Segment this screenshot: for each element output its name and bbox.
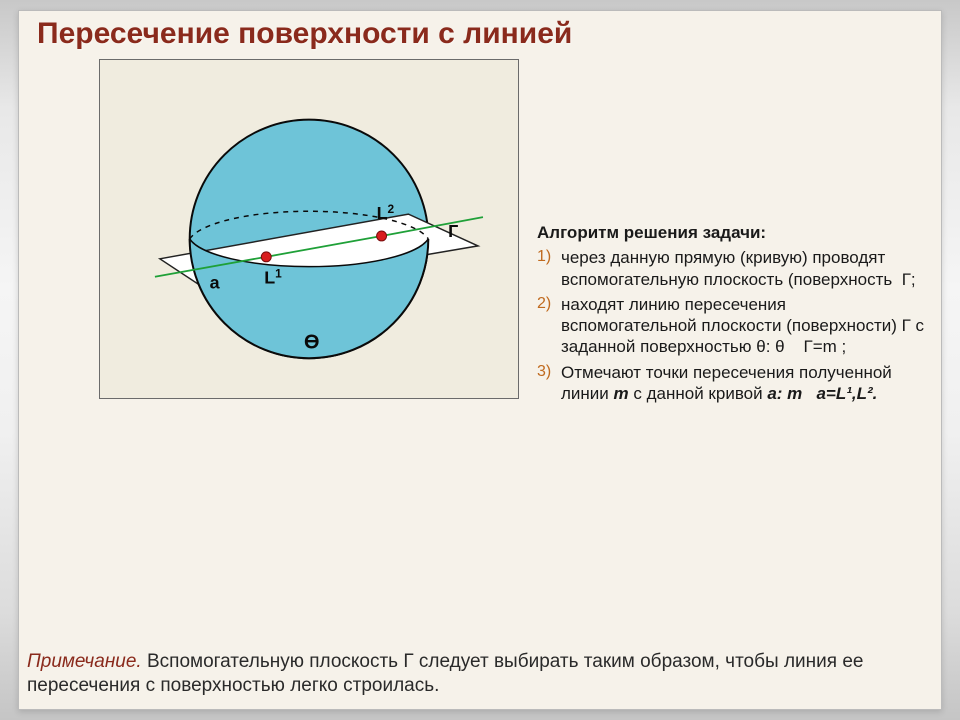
algo-num-2: 2)	[537, 294, 551, 314]
note-text: Вспомогательную плоскость Г следует выби…	[27, 651, 863, 697]
note-label: Примечание.	[27, 651, 142, 672]
point-l2	[377, 231, 387, 241]
algo-text-3: Отмечают точки пересечения полученной ли…	[561, 363, 892, 403]
algo-item-2: 2) находят линию пересечения вспомогатель…	[537, 294, 925, 358]
label-a: а	[210, 273, 221, 293]
algorithm-list: 1) через данную прямую (кривую) проводят …	[537, 247, 925, 404]
slide: Пересечение поверхности с линией L2 L1	[18, 10, 942, 710]
algo-item-3: 3) Отмечают точки пересечения полученной …	[537, 362, 925, 405]
note-block: Примечание. Вспомогательную плоскость Г …	[27, 650, 933, 699]
geometry-figure: L2 L1 Г а Ө	[99, 59, 519, 399]
algo-item-1: 1) через данную прямую (кривую) проводят …	[537, 247, 925, 290]
algo-text-1: через данную прямую (кривую) проводят вс…	[561, 248, 916, 288]
point-l1	[261, 252, 271, 262]
algo-num-3: 3)	[537, 362, 551, 382]
algorithm-box: Алгоритм решения задачи: 1) через данную …	[531, 216, 931, 414]
algorithm-title: Алгоритм решения задачи:	[537, 222, 925, 243]
algo-num-1: 1)	[537, 247, 551, 267]
slide-title: Пересечение поверхности с линией	[37, 17, 923, 51]
label-gamma: Г	[448, 221, 458, 241]
figure-svg: L2 L1 Г а Ө	[100, 60, 518, 398]
algo-text-2: находят линию пересечения вспомогательно…	[561, 295, 924, 357]
label-theta: Ө	[304, 331, 319, 353]
